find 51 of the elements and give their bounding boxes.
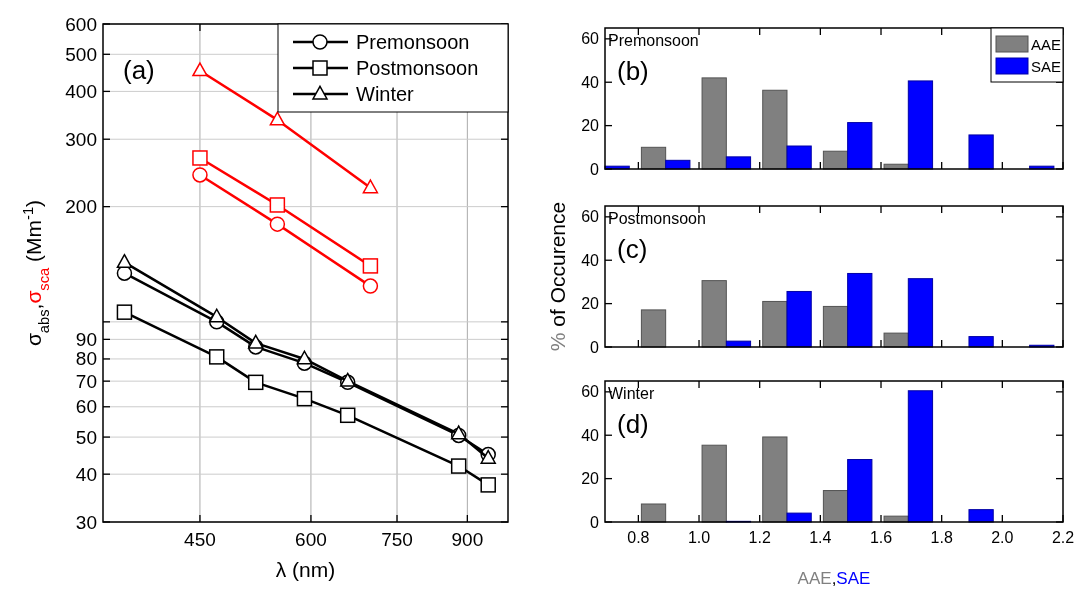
y-axis-title: % of Occurence <box>546 201 569 352</box>
x-tick-label: 1.8 <box>930 529 953 547</box>
annotation: (a) <box>123 55 155 85</box>
y-tick-label: 500 <box>65 43 97 65</box>
x-tick-label: 2.2 <box>1051 529 1075 547</box>
x-tick-label: 1.2 <box>748 529 771 547</box>
y-tick-label: 40 <box>581 73 600 91</box>
y-tick-label: 60 <box>581 30 600 48</box>
y-tick-label: 600 <box>65 13 97 35</box>
x-axis-title: λ (nm) <box>275 558 336 581</box>
y-tick-label: 20 <box>581 470 600 488</box>
annotation: (d) <box>617 409 649 439</box>
legend-label: Winter <box>356 83 415 105</box>
x-tick-label: 900 <box>451 528 484 550</box>
y-tick-label: 80 <box>75 348 97 370</box>
x-axis-title: AAE,SAE <box>797 569 871 588</box>
y-tick-label: 60 <box>581 208 600 226</box>
y-tick-label: 40 <box>581 426 600 444</box>
x-tick-label: 450 <box>184 528 216 550</box>
legend-label: Premonsoon <box>356 31 470 53</box>
y-tick-label: 40 <box>581 251 600 269</box>
annotation: (c) <box>617 234 648 264</box>
y-tick-label: 0 <box>590 160 600 178</box>
y-tick-label: 60 <box>581 383 600 401</box>
y-tick-label: 20 <box>581 117 600 135</box>
y-tick-label: 70 <box>75 370 97 392</box>
y-tick-label: 300 <box>65 128 97 150</box>
x-tick-label: 1.4 <box>809 529 832 547</box>
legend-label: Postmonsoon <box>356 57 479 79</box>
x-tick-label: 600 <box>295 528 327 550</box>
y-tick-label: 60 <box>75 396 97 418</box>
y-tick-label: 90 <box>75 328 97 350</box>
legend-label: SAE <box>1031 57 1062 75</box>
annotation: Postmonsoon <box>608 210 706 227</box>
y-tick-label: 400 <box>65 80 97 102</box>
x-tick-label: 750 <box>381 528 413 550</box>
x-tick-label: 1.6 <box>869 529 893 547</box>
y-tick-label: 40 <box>75 463 97 485</box>
x-tick-label: 0.8 <box>627 529 650 547</box>
annotation: (b) <box>617 56 649 86</box>
y-tick-label: 0 <box>590 513 600 531</box>
y-tick-label: 50 <box>75 426 97 448</box>
annotation: Winter <box>608 385 655 402</box>
x-tick-label: 2.0 <box>991 529 1014 547</box>
y-tick-label: 200 <box>65 196 97 218</box>
y-tick-label: 0 <box>590 338 600 356</box>
y-tick-label: 30 <box>75 511 97 533</box>
annotation: Premonsoon <box>608 32 699 49</box>
y-tick-label: 20 <box>581 295 600 313</box>
legend-label: AAE <box>1031 35 1062 53</box>
x-tick-label: 1.0 <box>687 529 711 547</box>
